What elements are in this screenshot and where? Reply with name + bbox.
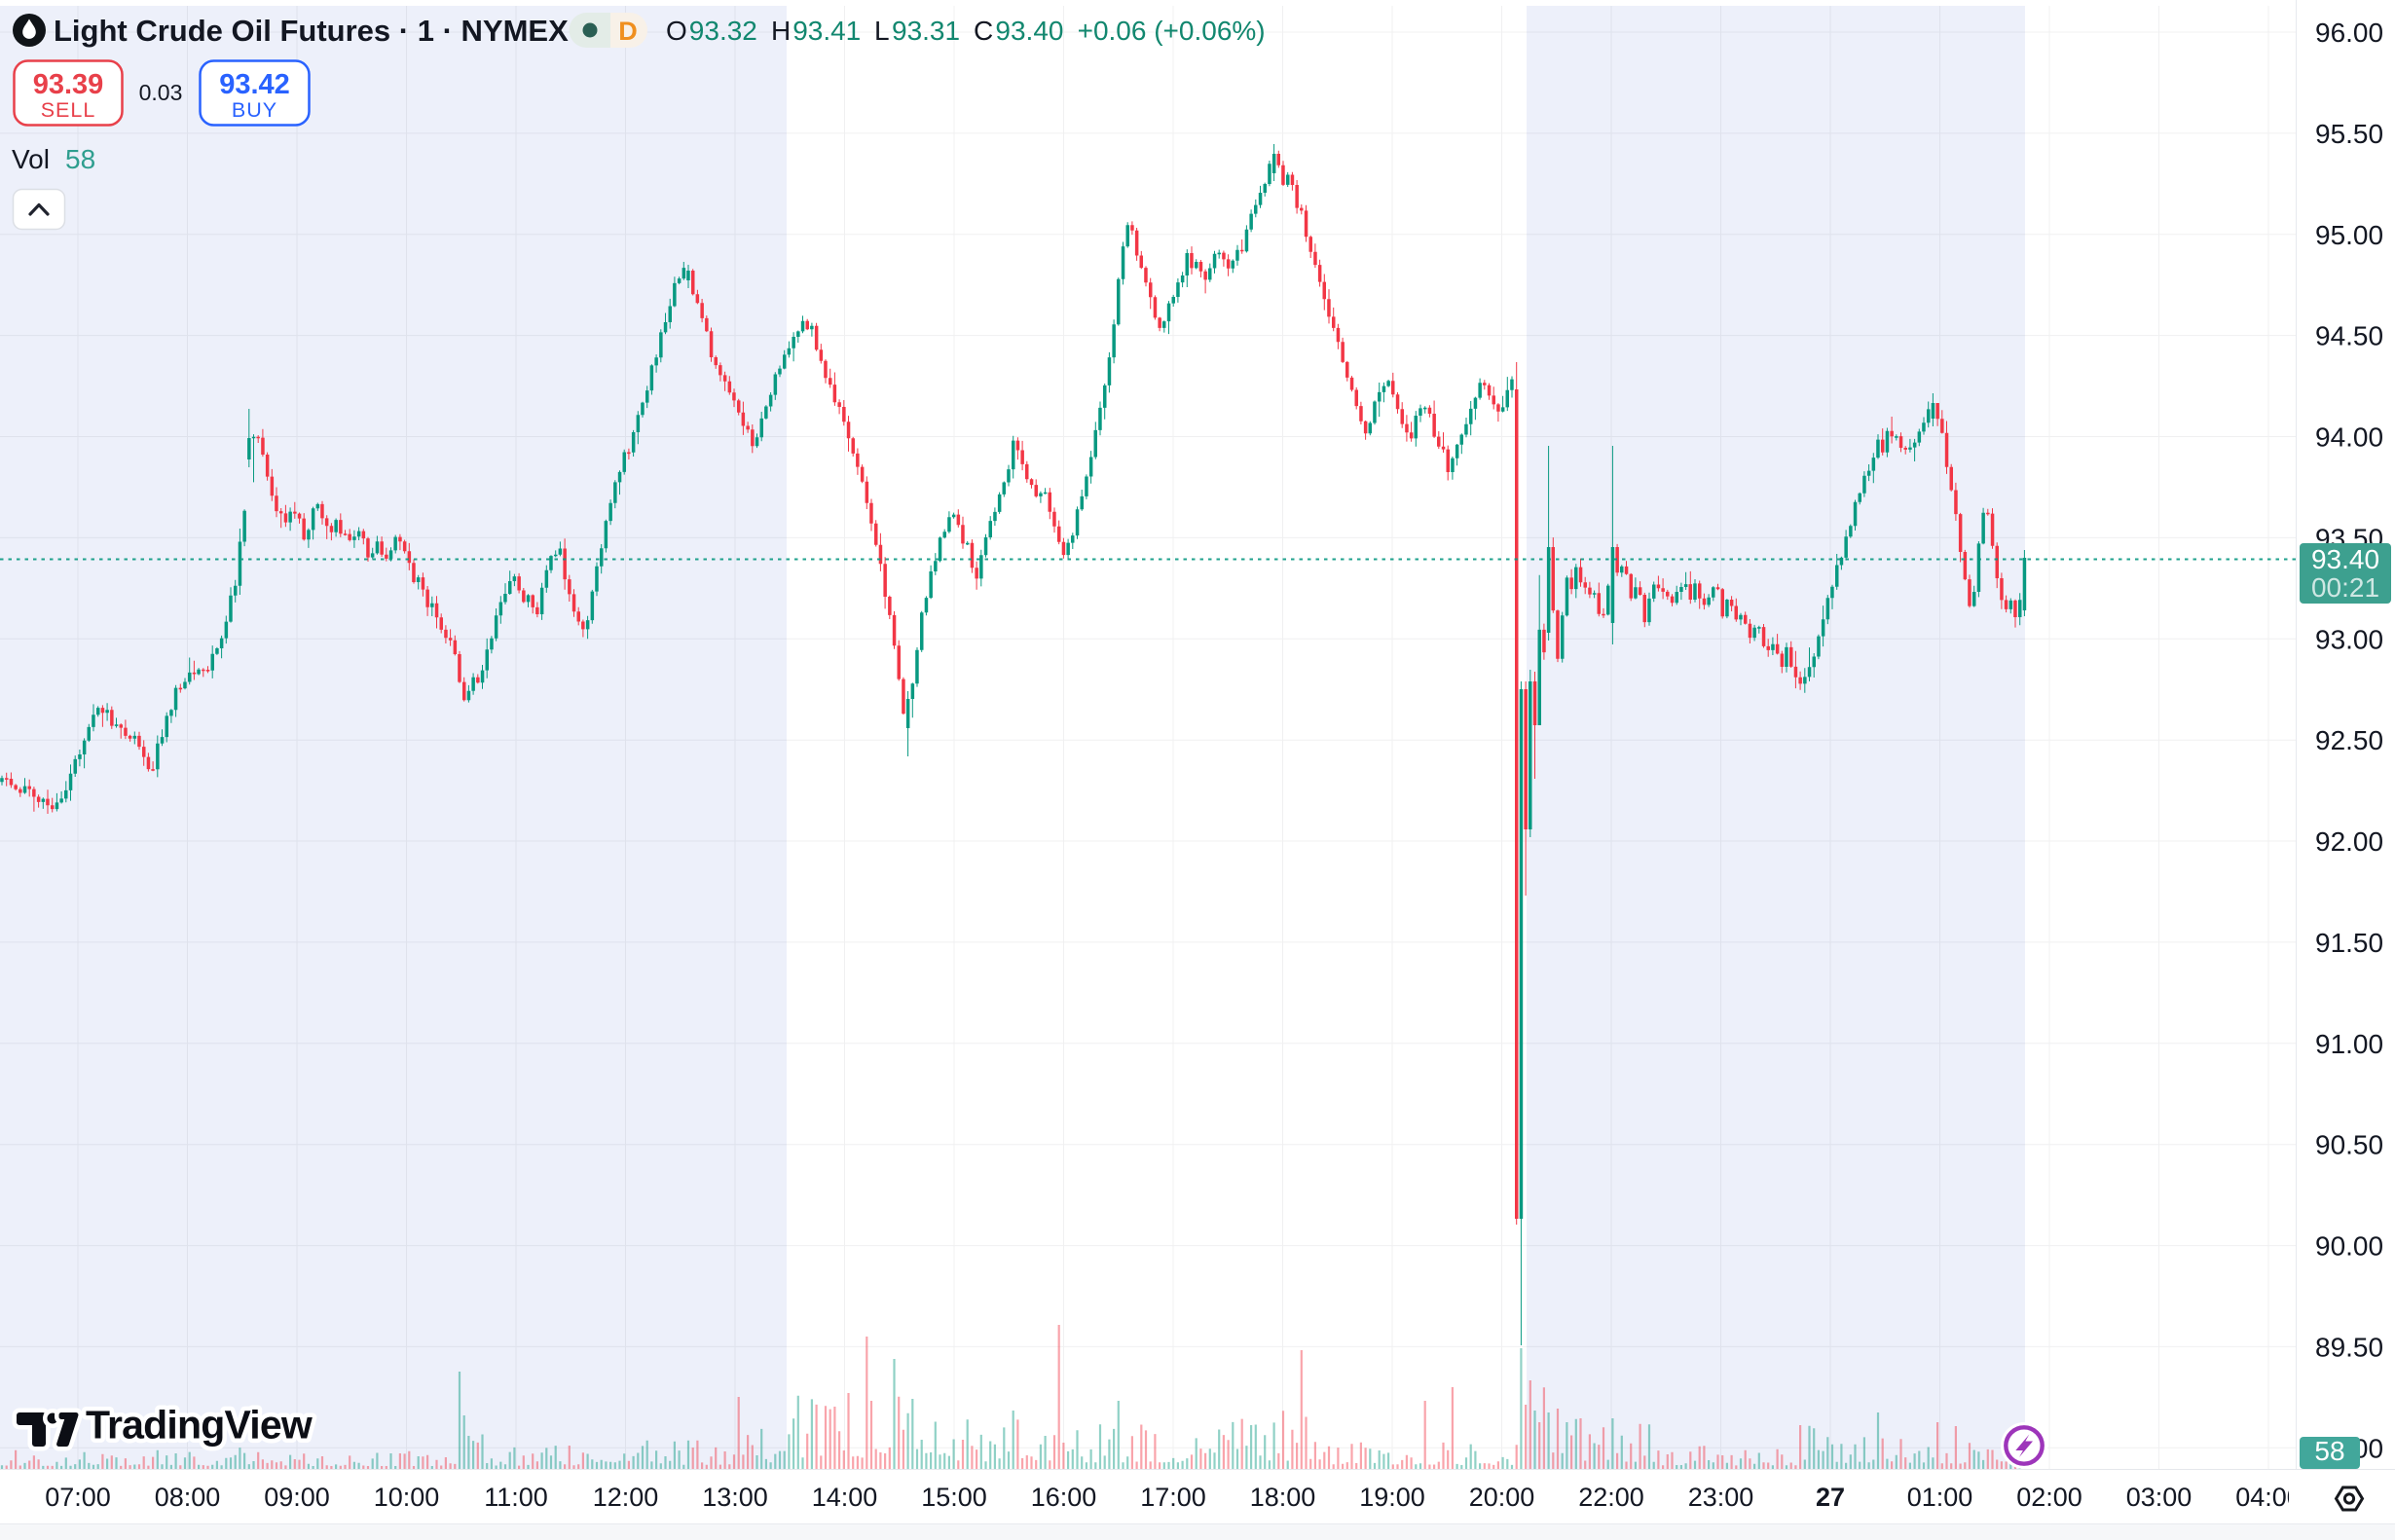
svg-text:0.03: 0.03	[139, 80, 183, 105]
svg-text:92.00: 92.00	[2315, 826, 2383, 857]
svg-text:09:00: 09:00	[264, 1483, 330, 1512]
svg-text:H: H	[771, 16, 791, 46]
svg-text:94.00: 94.00	[2315, 422, 2383, 453]
svg-text:TradingView: TradingView	[86, 1403, 313, 1448]
svg-text:19:00: 19:00	[1359, 1483, 1425, 1512]
svg-text:20:00: 20:00	[1469, 1483, 1535, 1512]
svg-text:13:00: 13:00	[702, 1483, 768, 1512]
svg-text:27: 27	[1816, 1483, 1845, 1512]
svg-text:16:00: 16:00	[1031, 1483, 1097, 1512]
svg-text:Vol: Vol	[12, 144, 50, 174]
svg-text:D: D	[618, 17, 638, 46]
svg-text:93.40: 93.40	[995, 16, 1063, 46]
svg-text:14:00: 14:00	[812, 1483, 878, 1512]
svg-text:93.41: 93.41	[792, 16, 861, 46]
svg-text:23:00: 23:00	[1688, 1483, 1754, 1512]
svg-text:07:00: 07:00	[45, 1483, 111, 1512]
svg-text:L: L	[874, 16, 890, 46]
svg-text:93.31: 93.31	[892, 16, 960, 46]
svg-text:O: O	[666, 16, 687, 46]
svg-text:02:00: 02:00	[2016, 1483, 2082, 1512]
svg-text:58: 58	[65, 144, 95, 174]
svg-text:58: 58	[2314, 1436, 2344, 1466]
svg-text:91.50: 91.50	[2315, 928, 2383, 958]
svg-text:C: C	[974, 16, 993, 46]
svg-text:+0.06 (+0.06%): +0.06 (+0.06%)	[1078, 16, 1266, 46]
svg-text:00:21: 00:21	[2311, 572, 2379, 603]
svg-text:95.00: 95.00	[2315, 220, 2383, 250]
svg-text:93.42: 93.42	[219, 69, 290, 100]
svg-text:90.00: 90.00	[2315, 1231, 2383, 1262]
svg-text:93.39: 93.39	[33, 69, 104, 100]
svg-text:17:00: 17:00	[1140, 1483, 1206, 1512]
svg-text:18:00: 18:00	[1250, 1483, 1316, 1512]
svg-text:01:00: 01:00	[1907, 1483, 1973, 1512]
svg-text:10:00: 10:00	[374, 1483, 440, 1512]
svg-text:90.50: 90.50	[2315, 1130, 2383, 1160]
svg-text:Light Crude Oil Futures · 1 ·: Light Crude Oil Futures · 1 · NYMEX	[54, 14, 569, 48]
svg-text:03:00: 03:00	[2126, 1483, 2192, 1512]
svg-text:08:00: 08:00	[155, 1483, 221, 1512]
svg-text:15:00: 15:00	[921, 1483, 987, 1512]
svg-text:94.50: 94.50	[2315, 321, 2383, 351]
svg-text:SELL: SELL	[41, 98, 96, 122]
svg-text:93.40: 93.40	[2311, 544, 2379, 574]
svg-text:92.50: 92.50	[2315, 725, 2383, 755]
svg-text:93.32: 93.32	[689, 16, 757, 46]
svg-text:11:00: 11:00	[484, 1483, 548, 1512]
svg-text:91.00: 91.00	[2315, 1029, 2383, 1059]
svg-text:BUY: BUY	[232, 98, 277, 122]
svg-text:89.50: 89.50	[2315, 1332, 2383, 1362]
svg-text:93.00: 93.00	[2315, 624, 2383, 654]
svg-text:95.50: 95.50	[2315, 119, 2383, 149]
svg-text:96.00: 96.00	[2315, 18, 2383, 48]
svg-text:12:00: 12:00	[593, 1483, 659, 1512]
svg-text:22:00: 22:00	[1578, 1483, 1644, 1512]
